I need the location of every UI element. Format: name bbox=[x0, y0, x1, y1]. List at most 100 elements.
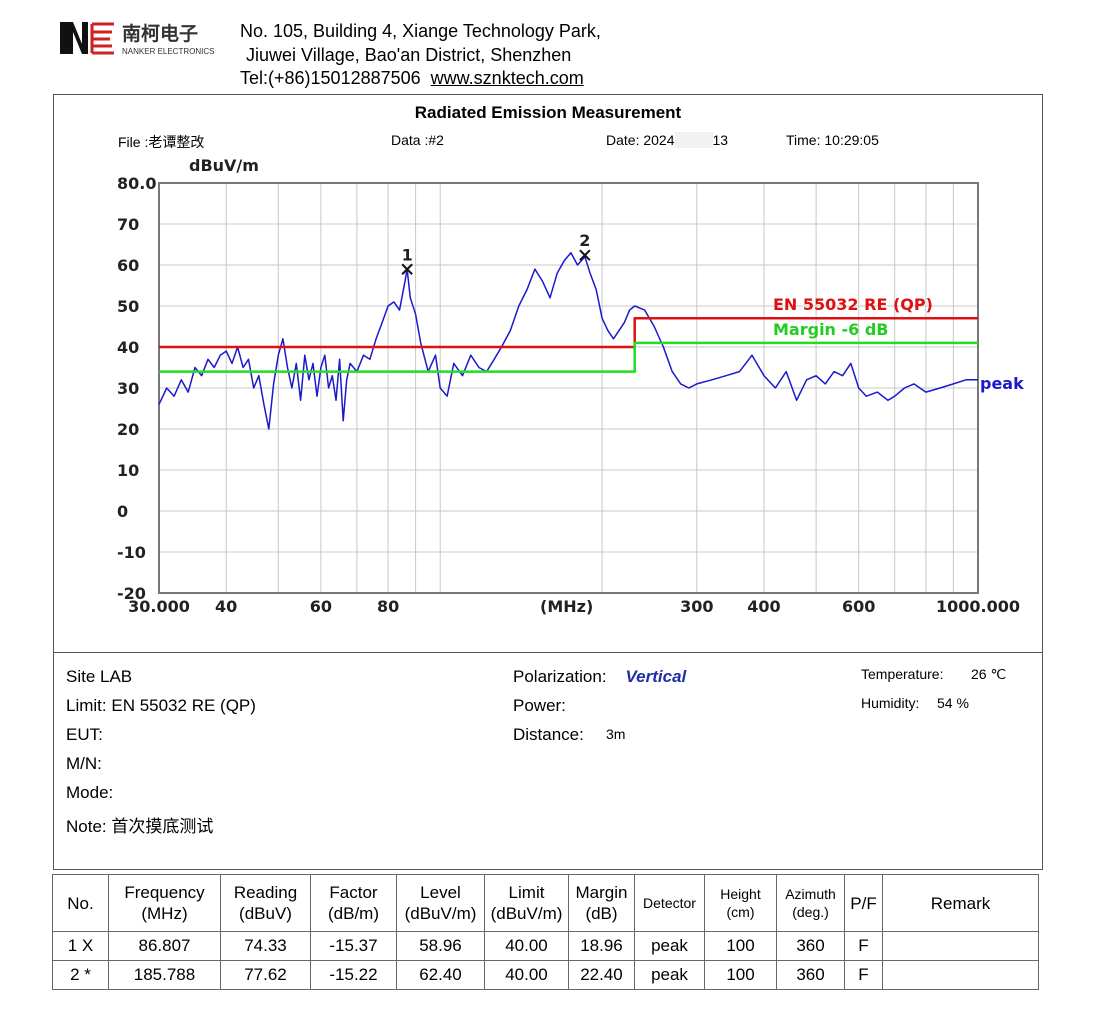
table-cell: peak bbox=[634, 960, 705, 990]
logo-text-en: NANKER ELECTRONICS bbox=[122, 47, 214, 56]
x-tick-label: 60 bbox=[310, 597, 332, 616]
company-logo: 南柯电子 NANKER ELECTRONICS bbox=[60, 22, 214, 56]
table-cell: 40.00 bbox=[484, 931, 569, 961]
y-tick-label: -20 bbox=[117, 584, 146, 603]
website-link[interactable]: www.sznktech.com bbox=[430, 68, 584, 88]
table-row: 2 * 185.788 77.62 -15.22 62.40 40.00 22.40 peak… bbox=[52, 960, 1039, 990]
table-cell: 360 bbox=[776, 931, 845, 961]
y-tick-label: 80.0 bbox=[117, 174, 156, 193]
x-unit-label: (MHz) bbox=[540, 597, 593, 616]
limit-info-label: Limit: bbox=[66, 696, 107, 715]
table-cell: 22.40 bbox=[568, 960, 635, 990]
date-label: Date: 2024 13 bbox=[606, 132, 728, 148]
humidity-label: Humidity: bbox=[861, 695, 920, 711]
col-margin: Margin (dB) bbox=[568, 874, 635, 932]
site-label: Site LAB bbox=[66, 667, 133, 686]
results-table: No. Frequency (MHz) Reading (dBuV) Factor(… bbox=[52, 874, 1039, 990]
polarization-label: Polarization: bbox=[513, 667, 607, 686]
x-tick-label: 30.000 bbox=[128, 597, 190, 616]
logo-text-cn: 南柯电子 bbox=[122, 22, 198, 45]
report-title: Radiated Emission Measurement bbox=[414, 103, 682, 122]
power-label: Power: bbox=[513, 696, 566, 715]
polarization-value: Vertical bbox=[625, 667, 687, 686]
date-tail: 13 bbox=[712, 132, 729, 148]
marker-layer: 12 bbox=[401, 231, 591, 275]
table-cell: 58.96 bbox=[396, 931, 485, 961]
x-tick-label: 600 bbox=[842, 597, 875, 616]
report-frame bbox=[53, 94, 1043, 870]
table-cell bbox=[882, 931, 1039, 961]
plot-border bbox=[158, 182, 979, 594]
date-value: Date: 2024 bbox=[606, 132, 675, 148]
table-cell: 100 bbox=[704, 931, 777, 961]
table-cell: 360 bbox=[776, 960, 845, 990]
data-label: Data :#2 bbox=[391, 132, 444, 148]
table-header-row: No. Frequency (MHz) Reading (dBuV) Factor(… bbox=[52, 874, 1039, 932]
nanker-logo-icon bbox=[60, 22, 114, 55]
table-cell: peak bbox=[634, 931, 705, 961]
table-cell: 40.00 bbox=[484, 960, 569, 990]
col-limit: Limit (dBuV/m) bbox=[484, 874, 569, 932]
limit-line bbox=[159, 317, 978, 349]
tel: Tel:(+86)15012887506 bbox=[240, 68, 421, 88]
series-layer bbox=[158, 251, 978, 430]
marker-cross-icon bbox=[401, 263, 413, 275]
x-tick-label: 300 bbox=[680, 597, 713, 616]
y-tick-label: 40 bbox=[117, 338, 139, 357]
x-tick-label: 40 bbox=[215, 597, 237, 616]
table-cell bbox=[882, 960, 1039, 990]
table-cell: F bbox=[844, 931, 883, 961]
eut-label: EUT: bbox=[66, 725, 103, 744]
col-no: No. bbox=[52, 874, 109, 932]
x-tick-labels: 30.000 40 60 80 300 400 600 1000.000 bbox=[128, 597, 1020, 616]
col-factor: Factor (dB/m) bbox=[310, 874, 397, 932]
distance-label: Distance: bbox=[513, 725, 584, 744]
col-azimuth: Azimuth (deg.) bbox=[776, 874, 845, 932]
frame-divider bbox=[53, 652, 1043, 653]
marker-label: 1 bbox=[402, 245, 413, 264]
col-height: Height (cm) bbox=[704, 874, 777, 932]
table-cell: -15.22 bbox=[310, 960, 397, 990]
marker-cross-icon bbox=[579, 249, 591, 261]
table-cell: 185.788 bbox=[108, 960, 221, 990]
peak-trace bbox=[158, 251, 978, 430]
table-cell: -15.37 bbox=[310, 931, 397, 961]
marker-1: 1 bbox=[401, 245, 413, 275]
y-tick-label: 0 bbox=[117, 502, 128, 521]
table-cell: 2 * bbox=[52, 960, 109, 990]
x-tick-label: 400 bbox=[747, 597, 780, 616]
file-label: File :老谭整改 bbox=[118, 134, 205, 150]
x-tick-label: 80 bbox=[377, 597, 399, 616]
chart-grid bbox=[159, 183, 978, 593]
polarization-info: Polarization: Vertical bbox=[513, 667, 686, 687]
peak-legend-label: peak bbox=[980, 374, 1024, 393]
time-label: Time: 10:29:05 bbox=[786, 132, 879, 148]
note-info: Note: 首次摸底测试 bbox=[66, 812, 213, 837]
temperature-label: Temperature: bbox=[861, 666, 944, 682]
note-value: 首次摸底测试 bbox=[111, 817, 214, 836]
col-remark: Remark bbox=[882, 874, 1039, 932]
y-tick-label: 70 bbox=[117, 215, 139, 234]
col-level: Level (dBuV/m) bbox=[396, 874, 485, 932]
col-pf: P/F bbox=[844, 874, 883, 932]
col-reading: Reading (dBuV) bbox=[220, 874, 311, 932]
temperature-value: 26 ℃ bbox=[971, 666, 1007, 682]
y-tick-label: 60 bbox=[117, 256, 139, 275]
y-tick-labels: 80.0 70 60 50 40 30 20 10 0 -10 -20 bbox=[117, 174, 156, 603]
table-cell: 18.96 bbox=[568, 931, 635, 961]
x-tick-label: 1000.000 bbox=[936, 597, 1020, 616]
y-tick-label: 30 bbox=[117, 379, 139, 398]
table-cell: 86.807 bbox=[108, 931, 221, 961]
margin-line bbox=[159, 341, 978, 373]
mn-label: M/N: bbox=[66, 754, 102, 773]
y-tick-label: -10 bbox=[117, 543, 146, 562]
distance-value: 3m bbox=[606, 726, 626, 742]
table-cell: 77.62 bbox=[220, 960, 311, 990]
col-frequency: Frequency (MHz) bbox=[108, 874, 221, 932]
table-cell: 100 bbox=[704, 960, 777, 990]
table-cell: 62.40 bbox=[396, 960, 485, 990]
y-unit-label: dBuV/m bbox=[189, 156, 259, 175]
margin-legend-label: Margin -6 dB bbox=[773, 320, 889, 339]
humidity-value: 54 % bbox=[937, 695, 969, 711]
